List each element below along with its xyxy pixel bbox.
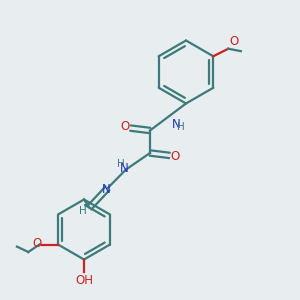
Text: O: O: [121, 120, 130, 133]
Text: OH: OH: [75, 274, 93, 287]
Text: H: H: [177, 122, 185, 132]
Text: N: N: [120, 161, 129, 175]
Text: N: N: [171, 118, 180, 131]
Text: H: H: [117, 159, 124, 169]
Text: O: O: [32, 237, 41, 250]
Text: N: N: [101, 183, 110, 196]
Text: H: H: [79, 206, 87, 216]
Text: O: O: [170, 150, 179, 163]
Text: O: O: [229, 35, 238, 48]
